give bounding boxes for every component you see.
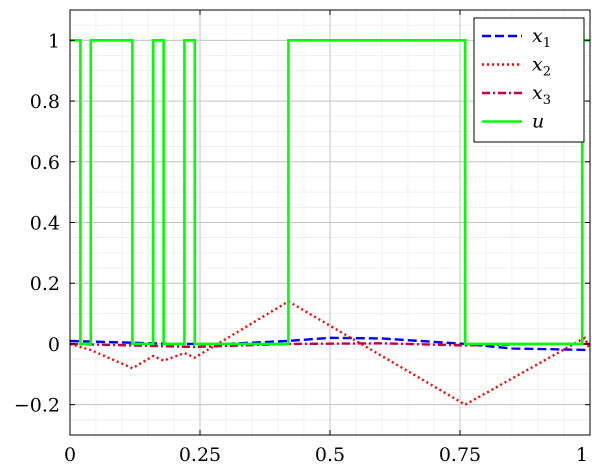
series-layer — [69, 39, 592, 407]
legend-label-4: u — [532, 111, 544, 133]
legend-label-1: x1 — [532, 25, 551, 51]
tick-marks — [69, 10, 591, 435]
series-line-2 — [69, 300, 592, 407]
y-tick-label: 0.6 — [30, 152, 60, 174]
x-tick-label: 0.75 — [439, 444, 481, 466]
x-axis-tick-labels: 0 0.25 0.5 0.75 1 — [64, 444, 588, 466]
y-axis-tick-labels: −0.2 0 0.2 0.4 0.6 0.8 1 — [14, 30, 60, 416]
x-tick-label: 0.25 — [179, 444, 221, 466]
legend-label-2: x2 — [532, 54, 551, 80]
y-tick-label: 0.4 — [30, 213, 60, 235]
y-tick-label: −0.2 — [14, 395, 60, 417]
y-tick-label: 0.8 — [30, 91, 60, 113]
legend-label-3: x3 — [532, 82, 551, 108]
x-tick-label: 1 — [576, 444, 588, 466]
x-tick-label: 0.5 — [315, 444, 345, 466]
y-tick-label: 1 — [48, 30, 60, 52]
y-tick-label: 0.2 — [30, 273, 60, 295]
y-tick-label: 0 — [48, 334, 60, 356]
series-line-4 — [70, 39, 590, 346]
x-tick-label: 0 — [64, 444, 76, 466]
